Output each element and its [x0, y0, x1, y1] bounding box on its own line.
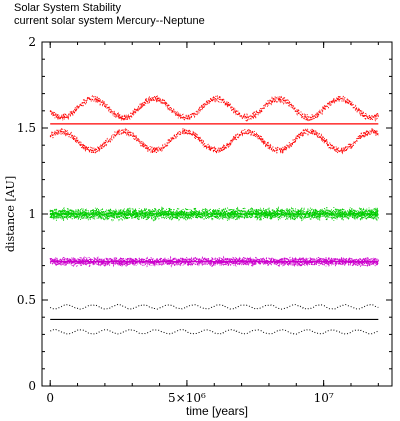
y-tick-label: 0 — [28, 379, 36, 393]
series-1-apo-curve — [49, 255, 379, 268]
series-1-apo-curve — [49, 255, 379, 267]
plot-area: 0 0.5 1 1.5 2 0 5×10⁶ 10⁷ — [17, 35, 393, 405]
series-0 — [49, 303, 379, 335]
series-0-apo-curve — [49, 303, 379, 310]
series-2 — [49, 205, 379, 222]
series-3-apo-curve — [49, 94, 379, 122]
series-layer — [49, 94, 379, 335]
chart-subtitle: current solar system Mercury--Neptune — [14, 15, 205, 27]
series-3-peri-curve — [49, 127, 379, 155]
x-tick-label: 5×10⁶ — [168, 391, 206, 405]
series-1 — [49, 255, 379, 268]
chart-title: Solar System Stability — [14, 2, 121, 14]
series-3-apo-curve — [49, 94, 379, 123]
y-tick-label: 0.5 — [17, 293, 36, 307]
y-axis-label: distance [AU] — [4, 176, 17, 252]
x-axis-label: time [years] — [186, 404, 248, 418]
series-3 — [49, 94, 379, 155]
x-tick-label: 0 — [46, 391, 54, 405]
y-tick-label: 1.5 — [17, 121, 36, 135]
series-0-peri-curve — [50, 328, 379, 335]
series-3-peri-curve — [49, 127, 379, 155]
x-tick-label: 10⁷ — [314, 391, 334, 405]
series-3-peri-curve — [50, 127, 379, 155]
y-tick-label: 2 — [28, 35, 36, 49]
y-tick-label: 1 — [28, 207, 36, 221]
ticks-layer: 0 0.5 1 1.5 2 0 5×10⁶ 10⁷ — [17, 35, 392, 405]
series-1-peri-curve — [49, 255, 379, 268]
